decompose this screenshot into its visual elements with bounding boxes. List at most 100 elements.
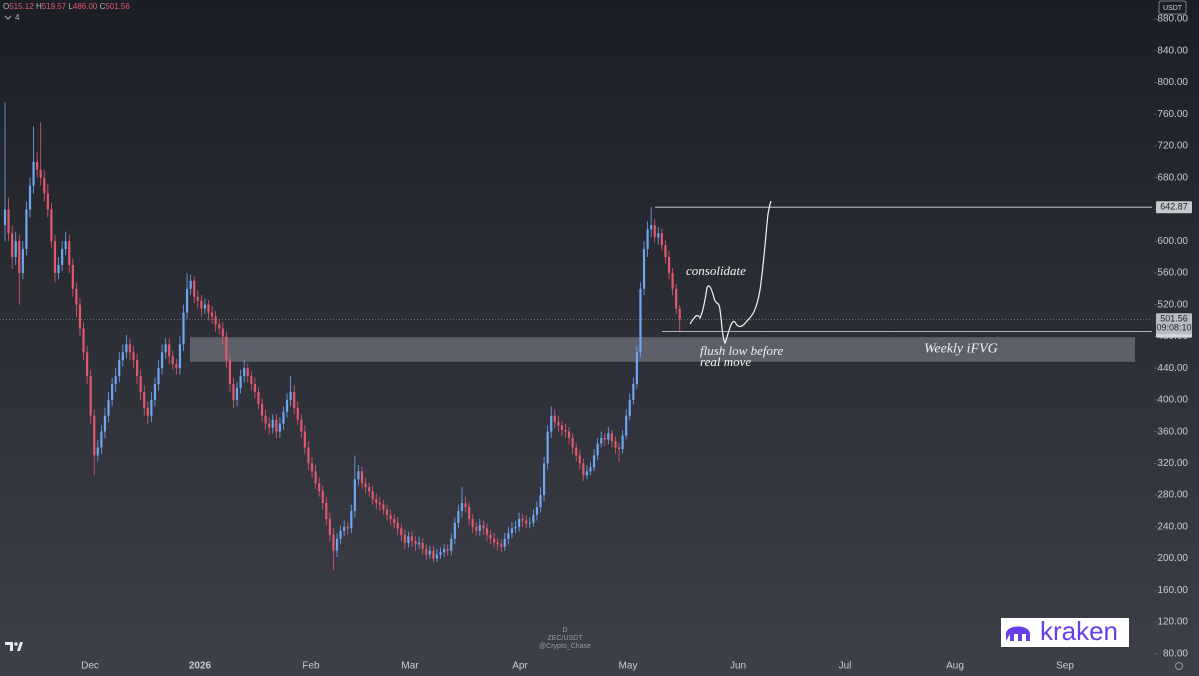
candle-body [432,550,435,559]
candle-body [346,526,349,529]
price-tag-text: 642.87 [1160,202,1188,212]
candle-body [203,304,207,309]
candle-body [639,288,642,353]
candle-body [375,499,378,504]
candle-body [546,431,549,464]
candle-body [11,233,14,258]
x-tick-label: 2026 [189,661,212,672]
candle-body [660,233,663,246]
candle-body [460,503,464,511]
x-tick-label: Dec [81,661,99,672]
candle-body [293,391,296,408]
candle-body [600,437,603,444]
candle-body [607,433,610,440]
price-tag [1156,313,1192,335]
candle-body [621,435,624,450]
indicator-count[interactable]: 4 [15,13,20,22]
candle-body [418,542,421,545]
candle-body [253,384,256,392]
candle-body [57,265,60,273]
candle-body [396,522,399,529]
candle-body [489,534,492,539]
author: @Crypto_Chase [539,643,591,650]
candle-body [407,536,410,543]
candle-body [218,324,221,329]
candle-body [103,415,107,432]
currency-box[interactable] [1158,0,1187,15]
candle-body [43,177,46,194]
ohlc-value: 501.56 [105,2,130,11]
settings-icon[interactable] [1175,662,1183,670]
candle-body [471,518,474,527]
candle-body [61,249,64,266]
interval: D [562,627,567,634]
candle-body [557,422,560,426]
candle-body [146,407,149,416]
candle-body [118,360,121,377]
candle-body [300,419,303,432]
candle-body [343,526,346,531]
tv-logo [5,642,23,651]
candle-body [289,391,292,400]
candle-body [528,522,531,524]
x-tick-label: May [619,661,638,672]
candle-body [121,352,124,361]
currency[interactable]: USDT [1163,5,1183,12]
candle-body [353,479,356,511]
candle-body [64,241,67,250]
collapse-arrow[interactable] [4,15,12,20]
candle-body [321,491,324,504]
candle-body [221,328,224,337]
candle-body [50,209,53,242]
candle-body [7,209,10,234]
candle-body [36,161,39,170]
candle-body [82,328,85,353]
candle-body [89,376,92,416]
candle-body [532,514,535,523]
price-tag-text: 501.56 [1160,314,1188,324]
x-tick-label: Aug [946,661,964,672]
x-tick-label: Mar [401,661,419,672]
candle-body [378,503,381,505]
y-tick-label: 680.00 [1157,172,1188,183]
candle-body [517,518,521,527]
candle-body [200,300,203,309]
candle-body [339,530,342,539]
y-tick-label: 520.00 [1157,299,1188,310]
candle-body [128,344,132,353]
candle-body [107,399,110,416]
candle-body [196,296,199,301]
candle-body [282,411,285,424]
candle-body [21,249,24,273]
candle-body [132,352,135,361]
candle-body [653,225,656,238]
candle-body [260,403,264,416]
candle-body [235,387,239,400]
candle-body [314,471,317,484]
candle-body [96,447,99,456]
candle-body [100,431,103,448]
candle-body [86,352,89,377]
candle-body [428,550,431,555]
annotation: consolidate [686,263,746,278]
candle-body [318,483,321,492]
candle-body [32,161,35,186]
candle-layer [3,102,681,571]
candle-body [400,528,403,535]
candle-body [582,463,585,476]
y-tick-label: 80.00 [1163,648,1188,659]
candle-body [264,415,267,424]
overlay-layer: 80.00 120.00 160.00 200.00 240.00 280.00 320.0… [0,14,1192,672]
candle-body [296,407,299,420]
price-tag-text: 09:08:10 [1156,323,1191,333]
candle-body [114,376,117,385]
candle-body [410,536,414,542]
candle-body [496,542,499,545]
candle-body [510,528,514,534]
candle-body [246,368,249,377]
candle-body [143,391,146,408]
y-tick-label: 600.00 [1157,236,1188,247]
candle-body [239,376,242,388]
candle-body [71,265,74,289]
brand: kraken [1040,616,1118,646]
